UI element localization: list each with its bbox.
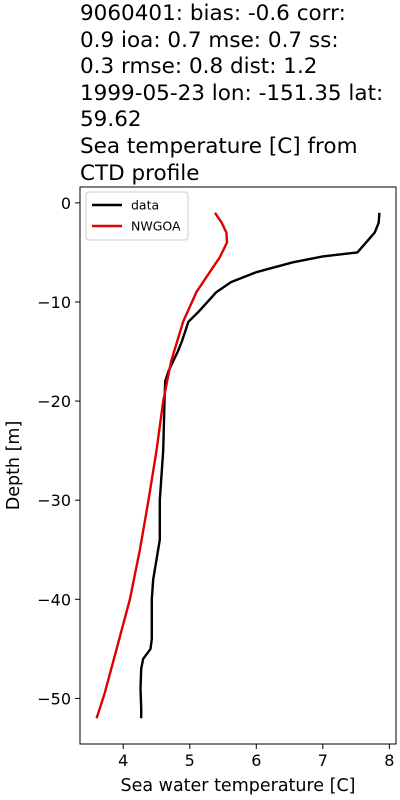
y-tick-label: −30 xyxy=(37,491,71,510)
x-tick-label: 5 xyxy=(185,751,195,770)
chart-title: 9060401: bias: -0.6 corr: 0.9 ioa: 0.7 m… xyxy=(80,1,398,187)
legend-label: data xyxy=(131,198,159,213)
y-tick-label: −50 xyxy=(37,689,71,708)
legend-label: NWGOA xyxy=(131,219,181,234)
title-line: 59.62 xyxy=(80,107,142,133)
series-line-data xyxy=(139,212,381,719)
y-tick-label: −20 xyxy=(37,392,71,411)
series-layer xyxy=(95,212,381,719)
legend: data NWGOA xyxy=(85,191,189,241)
title-line: 1999-05-23 lon: -151.35 lat: xyxy=(80,80,384,106)
y-tick-label: 0 xyxy=(61,194,71,213)
y-tick-label: −40 xyxy=(37,590,71,609)
ticks-layer: 4 5 6 7 8 0 −10 −20 −30 −40 −50 xyxy=(37,194,394,770)
title-line: 0.3 rmse: 0.8 dist: 1.2 xyxy=(80,54,318,80)
title-line: CTD profile xyxy=(80,160,200,186)
title-line: 0.9 ioa: 0.7 mse: 0.7 ss: xyxy=(80,27,339,53)
x-tick-label: 8 xyxy=(384,751,394,770)
title-line: Sea temperature [C] from xyxy=(80,133,358,159)
x-tick-label: 6 xyxy=(251,751,261,770)
plot-area-frame xyxy=(79,186,397,745)
y-tick-label: −10 xyxy=(37,293,71,312)
x-tick-label: 4 xyxy=(118,751,128,770)
series-line-nwgoa xyxy=(95,212,229,719)
y-axis-label: Depth [m] xyxy=(4,421,24,511)
title-line: 9060401: bias: -0.6 corr: xyxy=(80,1,346,26)
x-axis-label: Sea water temperature [C] xyxy=(120,776,355,796)
x-tick-label: 7 xyxy=(318,751,328,770)
